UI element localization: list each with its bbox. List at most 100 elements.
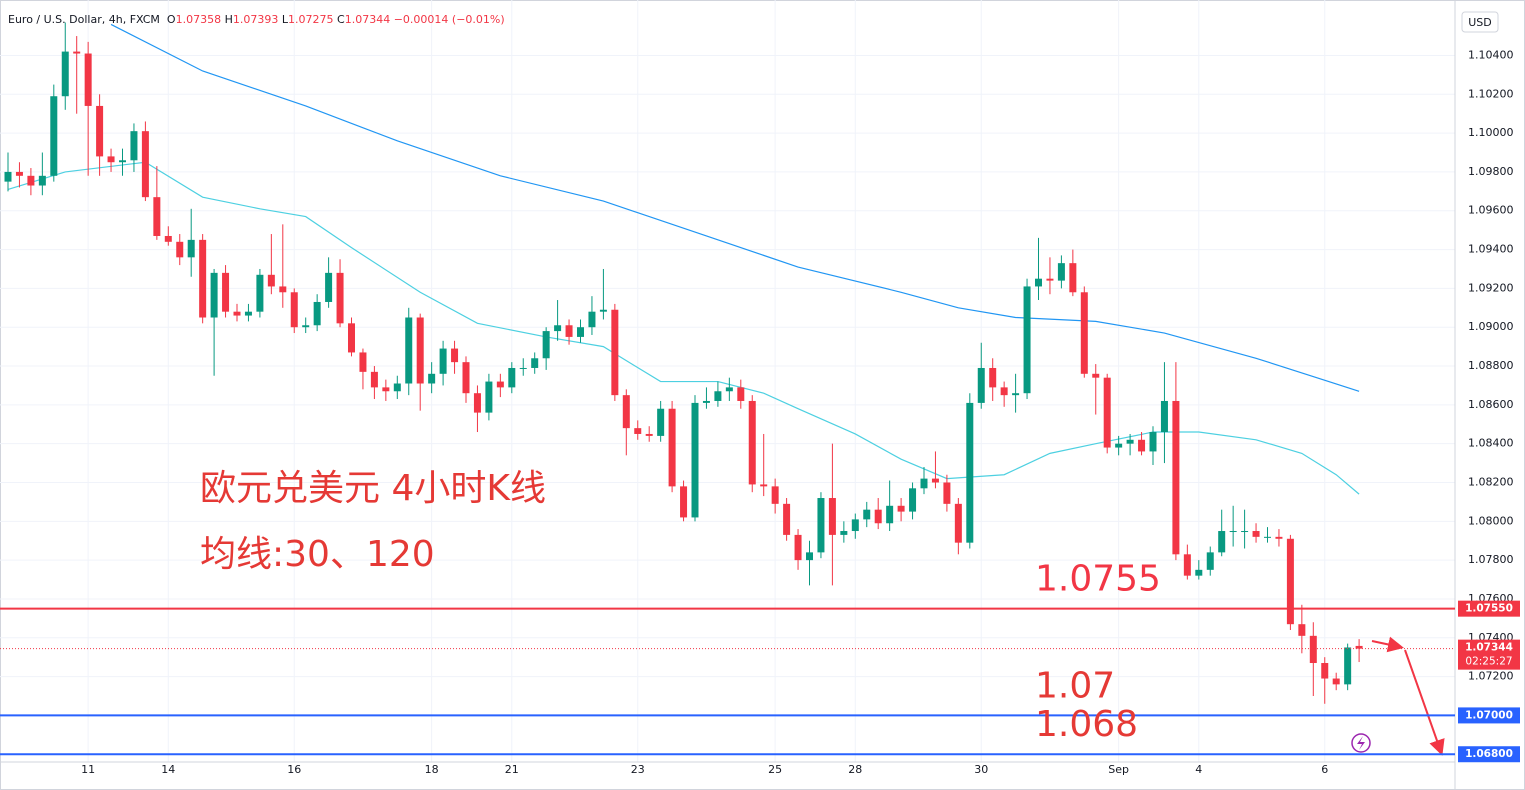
candle-body <box>702 400 710 403</box>
candle-body <box>1160 400 1168 433</box>
candle-body <box>4 171 12 182</box>
candle-body <box>61 51 69 97</box>
y-tick-label: 1.09600 <box>1468 204 1514 217</box>
candle-body <box>909 488 917 512</box>
ohlc-value: 1.07393 <box>232 13 279 26</box>
candle-body <box>1344 647 1352 685</box>
candle-body <box>725 387 733 392</box>
x-tick-label: Sep <box>1108 763 1129 776</box>
candle-body <box>542 331 550 359</box>
candle-body <box>1138 439 1146 452</box>
arrow <box>1404 649 1445 756</box>
candle-body <box>1321 663 1329 679</box>
candle-body <box>554 325 562 332</box>
x-tick-label: 21 <box>505 763 519 776</box>
y-tick-label: 1.08200 <box>1468 475 1514 488</box>
ohlc-label: L <box>281 13 289 26</box>
candle-body <box>336 272 344 324</box>
candle-body <box>119 160 126 163</box>
candle-body <box>73 51 81 54</box>
candle-body <box>977 367 985 403</box>
alert-bolt <box>1357 736 1365 750</box>
grid <box>0 0 1455 762</box>
ohlc-label: C <box>337 13 345 26</box>
candle-body <box>1103 377 1111 448</box>
y-tick-label: 1.08800 <box>1468 359 1514 372</box>
candle-body <box>1241 531 1249 533</box>
x-tick-label: 23 <box>631 763 645 776</box>
ohlc-value: 1.07344 <box>344 13 391 26</box>
y-tick-label: 1.08600 <box>1468 398 1514 411</box>
y-tick-label: 1.09200 <box>1468 281 1514 294</box>
annotation: 均线:30、120 <box>200 534 435 575</box>
x-tick-label: 16 <box>287 763 301 776</box>
x-tick-label: 25 <box>768 763 782 776</box>
candle-body <box>851 519 859 532</box>
candle-body <box>96 105 104 157</box>
candle-body <box>1092 373 1100 378</box>
candle-body <box>496 381 504 388</box>
currency-box[interactable] <box>1461 11 1499 33</box>
candle-body <box>714 391 722 401</box>
x-tick-label: 28 <box>848 763 862 776</box>
candle-body <box>38 175 46 186</box>
candle-body <box>141 131 149 198</box>
candle-body <box>1355 645 1363 649</box>
x-tick-label: 11 <box>81 763 95 776</box>
candle-body <box>1080 292 1088 374</box>
candle-body <box>599 309 607 312</box>
candle-body <box>1149 432 1157 452</box>
candle-body <box>1012 393 1020 396</box>
candle-body <box>680 486 688 518</box>
x-tick-label: 6 <box>1321 763 1328 776</box>
candle-body <box>84 53 92 106</box>
candle-body <box>840 531 848 535</box>
candle-body <box>783 503 791 535</box>
candle-body <box>428 373 436 384</box>
candle-body <box>989 367 997 388</box>
currency[interactable]: USD <box>1468 16 1492 29</box>
candle-body <box>302 325 310 328</box>
candle-body <box>176 241 184 258</box>
candle-body <box>15 171 23 176</box>
candle-body <box>817 498 825 553</box>
x-tick-label: 30 <box>974 763 988 776</box>
candle-body <box>405 317 413 384</box>
symbol: Euro / U.S. Dollar, 4h, FXCM <box>8 13 160 26</box>
candle-body <box>370 371 378 388</box>
candle-body <box>1332 678 1340 685</box>
y-tick-label: 1.10000 <box>1468 126 1514 139</box>
candle-body <box>153 197 161 236</box>
candle-body <box>1309 635 1317 664</box>
candle-body <box>1218 531 1226 553</box>
y-tick-label: 1.09800 <box>1468 165 1514 178</box>
candle-body <box>1195 569 1203 576</box>
candle-body <box>634 428 642 434</box>
price-tag-label: 1.06800 <box>1465 748 1513 760</box>
change: −0.00014 (−0.01%) <box>393 13 505 26</box>
level-annotation: 1.068 <box>1035 704 1138 745</box>
candle-body <box>737 387 745 401</box>
candle-body <box>1000 387 1008 396</box>
price-tag-label: 1.07000 <box>1465 709 1513 721</box>
candle-body <box>130 131 138 161</box>
arrow <box>1371 636 1404 653</box>
y-tick-label: 1.09000 <box>1468 320 1514 333</box>
candle-body <box>199 239 207 318</box>
candle-body <box>828 498 836 535</box>
candle-body <box>943 482 951 504</box>
legend-header: Euro / U.S. Dollar, 4h, FXCM O1.07358 H1… <box>8 13 505 26</box>
candle-body <box>531 358 539 368</box>
candle-body <box>244 311 252 316</box>
candle-body <box>588 311 596 328</box>
candle-body <box>348 323 355 353</box>
candle-body <box>771 486 779 504</box>
candle-body <box>1264 536 1271 538</box>
price-tag <box>1458 707 1520 724</box>
candle-body <box>27 175 35 186</box>
candle-body <box>393 383 401 392</box>
alert-icon[interactable] <box>1351 733 1371 753</box>
ohlc-value: 1.07358 <box>175 13 222 26</box>
candle-body <box>451 348 459 363</box>
candle-body <box>806 552 813 561</box>
